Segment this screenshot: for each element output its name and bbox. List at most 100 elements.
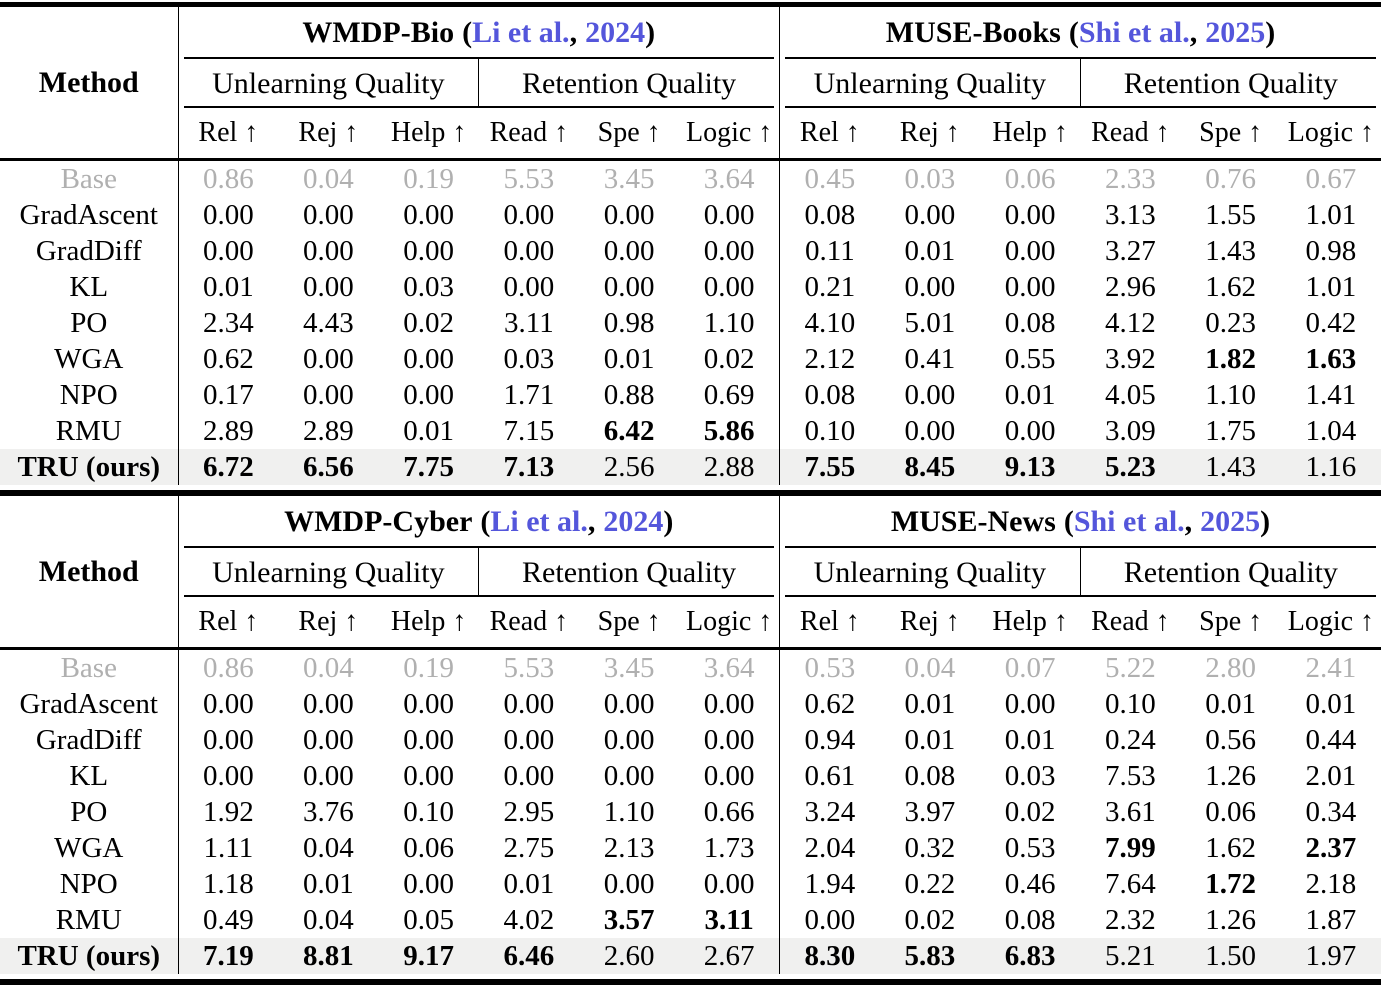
- value-cell: 6.83: [980, 938, 1081, 974]
- citation-open-paren: (: [480, 505, 491, 538]
- value-cell: 0.01: [503, 867, 555, 900]
- value-cell: 0.00: [904, 270, 956, 303]
- value-cell: 0.00: [904, 414, 956, 447]
- method-name: PO: [0, 305, 179, 341]
- value-cell: 0.53: [1004, 831, 1056, 864]
- value-cell: 8.45: [879, 449, 980, 485]
- value-cell: 5.21: [1080, 938, 1181, 974]
- value-cell: 0.03: [503, 342, 555, 375]
- value-cell: 2.95: [503, 795, 555, 828]
- value-cell: 1.71: [503, 378, 555, 411]
- value-cell: 0.45: [778, 159, 880, 197]
- value-cell: 0.21: [778, 269, 880, 305]
- dataset-title-muse-books: MUSE-Books (Shi et al., 2025): [779, 7, 1381, 59]
- value-cell: 5.53: [503, 162, 555, 195]
- value-cell: 0.00: [303, 234, 354, 267]
- value-cell: 0.00: [703, 687, 755, 720]
- value-cell: 1.87: [1305, 903, 1357, 936]
- value-cell: 0.00: [503, 270, 555, 303]
- method-name: GradDiff: [0, 233, 179, 269]
- citation-authors-link[interactable]: Li et al.: [490, 505, 588, 538]
- value-cell: 0.62: [177, 341, 279, 377]
- table-row-tru-ours: TRU (ours) 6.72 6.56 7.75 7.13 2.56 2.88 7.55 8.…: [0, 449, 1381, 485]
- method-name: RMU: [0, 902, 179, 938]
- value-cell: 0.94: [778, 722, 880, 758]
- value-cell: 1.73: [703, 831, 755, 864]
- citation-separator: ,: [1189, 16, 1198, 49]
- metric-header-logic: Logic ↑: [1287, 117, 1375, 148]
- value-cell: 2.88: [679, 449, 780, 485]
- citation-separator: ,: [1184, 505, 1193, 538]
- value-cell: 8.30: [778, 938, 880, 974]
- top-rule: [0, 2, 1381, 7]
- value-cell: 0.76: [1205, 162, 1256, 195]
- table-row-base: Base 0.86 0.04 0.19 5.53 3.45 3.64 0.53 0.04 0.07…: [0, 648, 1381, 686]
- value-cell: 0.55: [1004, 342, 1056, 375]
- metric-header-read: Read ↑: [1091, 606, 1170, 637]
- value-cell: 2.96: [1105, 270, 1156, 303]
- value-cell: 3.45: [603, 162, 655, 195]
- citation-close-paren: ): [663, 505, 674, 538]
- value-cell: 0.86: [177, 159, 279, 197]
- method-name: WGA: [0, 830, 179, 866]
- value-cell: 4.12: [1105, 306, 1156, 339]
- value-cell: 0.01: [1004, 723, 1056, 756]
- value-cell: 6.42: [603, 414, 655, 447]
- value-cell: 0.86: [177, 648, 279, 686]
- value-cell: 0.03: [1004, 759, 1056, 792]
- value-cell: 0.02: [1004, 795, 1056, 828]
- value-cell: 2.56: [579, 449, 680, 485]
- metric-header-help: Help ↑: [390, 117, 467, 148]
- value-cell: 5.23: [1080, 449, 1181, 485]
- citation-close-paren: ): [1265, 16, 1276, 49]
- quality-header-row: Unlearning Quality Retention Quality Unl…: [0, 548, 1381, 597]
- value-cell: 0.01: [904, 723, 956, 756]
- dataset-title-wmdp-bio: WMDP-Bio (Li et al., 2024): [178, 7, 780, 59]
- unlearning-quality-header: Unlearning Quality: [779, 59, 1081, 108]
- metric-header-read: Read ↑: [489, 606, 569, 637]
- value-cell: 0.01: [904, 687, 956, 720]
- value-cell: 3.27: [1105, 234, 1156, 267]
- method-column-header: Method: [0, 7, 179, 160]
- value-cell: 3.45: [603, 651, 655, 684]
- citation-year-link[interactable]: 2025: [1205, 16, 1266, 49]
- value-cell: 0.00: [904, 378, 956, 411]
- value-cell: 0.00: [603, 234, 655, 267]
- value-cell: 0.34: [1305, 795, 1357, 828]
- value-cell: 3.64: [703, 162, 755, 195]
- table-row-rmu: RMU 0.49 0.04 0.05 4.02 3.57 3.11 0.00 0.02 0.08 2…: [0, 902, 1381, 938]
- value-cell: 8.81: [278, 938, 379, 974]
- metric-header-help: Help ↑: [992, 117, 1068, 148]
- value-cell: 1.62: [1205, 831, 1256, 864]
- value-cell: 0.88: [603, 378, 655, 411]
- value-cell: 0.04: [904, 651, 956, 684]
- value-cell: 0.61: [778, 758, 880, 794]
- citation-authors-link[interactable]: Shi et al.: [1073, 505, 1185, 538]
- citation-year-link[interactable]: 2025: [1200, 505, 1261, 538]
- citation-authors-link[interactable]: Li et al.: [472, 16, 570, 49]
- value-cell: 0.01: [1205, 687, 1256, 720]
- citation-year-link[interactable]: 2024: [585, 16, 646, 49]
- value-cell: 0.00: [403, 378, 454, 411]
- value-cell: 4.43: [303, 306, 354, 339]
- value-cell: 0.00: [503, 198, 555, 231]
- citation-authors-link[interactable]: Shi et al.: [1078, 16, 1190, 49]
- value-cell: 0.00: [303, 759, 354, 792]
- value-cell: 3.13: [1105, 198, 1156, 231]
- value-cell: 0.98: [1305, 234, 1357, 267]
- value-cell: 0.08: [1004, 903, 1056, 936]
- value-cell: 0.42: [1305, 306, 1357, 339]
- value-cell: 0.02: [703, 342, 755, 375]
- value-cell: 2.18: [1305, 867, 1357, 900]
- value-cell: 9.17: [378, 938, 479, 974]
- value-cell: 0.00: [503, 759, 555, 792]
- value-cell: 0.00: [503, 234, 555, 267]
- value-cell: 0.00: [778, 902, 880, 938]
- value-cell: 0.10: [1105, 687, 1156, 720]
- unlearning-quality-header: Unlearning Quality: [779, 548, 1081, 597]
- value-cell: 2.32: [1105, 903, 1156, 936]
- value-cell: 2.75: [503, 831, 555, 864]
- citation-year-link[interactable]: 2024: [603, 505, 664, 538]
- value-cell: 7.64: [1105, 867, 1156, 900]
- value-cell: 0.06: [403, 831, 454, 864]
